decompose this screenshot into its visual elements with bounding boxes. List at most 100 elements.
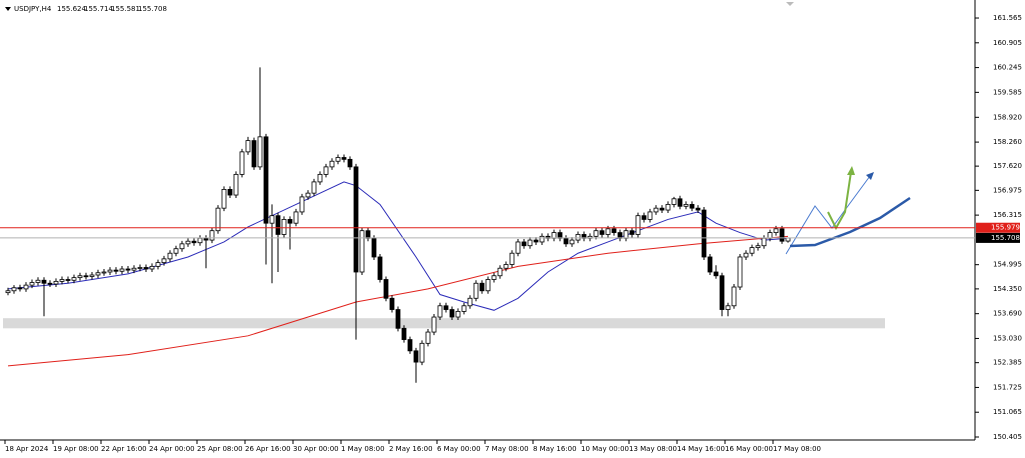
candle-body <box>371 237 377 258</box>
candle-body <box>503 264 509 269</box>
candle-body <box>119 268 125 272</box>
candle-body <box>215 207 221 232</box>
x-tick-label: 22 Apr 16:00 <box>101 445 147 453</box>
candle-body <box>317 173 323 183</box>
candle-body <box>59 279 65 282</box>
x-tick-label: 30 Apr 00:00 <box>293 445 339 453</box>
candle-body <box>773 228 779 233</box>
candle-body <box>767 232 773 239</box>
candle-body <box>677 198 683 207</box>
symbol: USDJPY,H4 <box>14 5 52 13</box>
x-tick-label: 8 May 16:00 <box>533 445 577 453</box>
candle-body <box>365 230 371 239</box>
y-tick-label: 160.245 <box>993 64 1022 72</box>
x-tick-label: 25 Apr 08:00 <box>197 445 243 453</box>
close-value: 155.708 <box>138 5 167 13</box>
candle-body <box>701 209 707 258</box>
candle-body <box>155 262 161 267</box>
candle-body <box>377 256 383 280</box>
candle-body <box>149 265 155 270</box>
candle-body <box>299 196 305 213</box>
candle-body <box>281 219 287 235</box>
candle-body <box>737 256 743 288</box>
candle-body <box>17 287 23 290</box>
candle-body <box>203 237 209 241</box>
candle-body <box>593 230 599 237</box>
candle-body <box>293 211 299 224</box>
candle-body <box>599 230 605 235</box>
candle-body <box>659 207 665 211</box>
candle-body <box>413 350 419 363</box>
y-tick-label: 156.315 <box>993 211 1022 219</box>
high-value: 155.714 <box>84 5 113 13</box>
candle-body <box>617 232 623 239</box>
candle-body <box>749 247 755 254</box>
candle-body <box>611 228 617 233</box>
y-tick-label: 151.065 <box>993 408 1022 416</box>
candle-body <box>635 215 641 235</box>
candle-body <box>383 279 389 299</box>
candle-body <box>35 279 41 283</box>
candle-body <box>347 158 353 168</box>
y-tick-label: 158.920 <box>993 113 1022 121</box>
candle-body <box>287 219 293 224</box>
candle-body <box>335 157 341 162</box>
open-value: 155.624 <box>57 5 86 13</box>
x-tick-label: 16 May 00:00 <box>725 445 773 453</box>
candle-body <box>341 157 347 160</box>
low-value: 155.581 <box>111 5 140 13</box>
candle-body <box>89 274 95 277</box>
y-tick-label: 156.975 <box>993 186 1022 194</box>
candle-body <box>485 279 491 292</box>
y-tick-label: 154.995 <box>993 261 1022 269</box>
candle-body <box>47 282 53 285</box>
y-tick-label: 157.620 <box>993 162 1022 170</box>
candle-body <box>707 256 713 273</box>
price-label: 155.708 <box>991 234 1020 242</box>
candle-body <box>11 287 17 292</box>
moving-average <box>7 235 789 367</box>
candle-body <box>239 151 245 175</box>
plot-area <box>3 67 885 383</box>
candle-body <box>473 282 479 299</box>
candle-body <box>167 252 173 260</box>
candle-body <box>683 204 689 207</box>
x-tick-label: 13 May 08:00 <box>629 445 677 453</box>
candle-body <box>623 230 629 239</box>
candle-body <box>245 140 251 153</box>
candle-body <box>83 275 89 278</box>
forecast-path <box>827 171 852 231</box>
arrow-head <box>866 172 874 180</box>
x-tick-label: 26 Apr 16:00 <box>245 445 291 453</box>
candle-body <box>95 272 101 276</box>
candle-body <box>305 192 311 198</box>
candle-body <box>755 245 761 248</box>
candle-body <box>263 136 269 224</box>
candle-body <box>725 305 731 310</box>
candle-body <box>527 239 533 247</box>
candle-body <box>437 305 443 318</box>
y-tick-label: 159.585 <box>993 88 1022 96</box>
candle-body <box>191 240 197 244</box>
candle-body <box>125 268 131 271</box>
candle-body <box>359 230 365 273</box>
price-label: 155.979 <box>991 224 1020 232</box>
forecast-path <box>789 196 911 248</box>
y-tick-label: 153.690 <box>993 310 1022 318</box>
price-label-box <box>976 222 1020 233</box>
candle-body <box>395 309 401 329</box>
candle-body <box>227 189 233 196</box>
candle-body <box>53 280 59 285</box>
candle-body <box>107 269 113 273</box>
y-tick-label: 153.030 <box>993 334 1022 342</box>
candle-body <box>23 284 29 290</box>
y-tick-label: 161.565 <box>993 14 1022 22</box>
candle-body <box>185 240 191 245</box>
candle-body <box>209 230 215 241</box>
candle-body <box>551 232 557 239</box>
candle-body <box>605 228 611 235</box>
candle-body <box>647 211 653 220</box>
candle-body <box>713 271 719 277</box>
